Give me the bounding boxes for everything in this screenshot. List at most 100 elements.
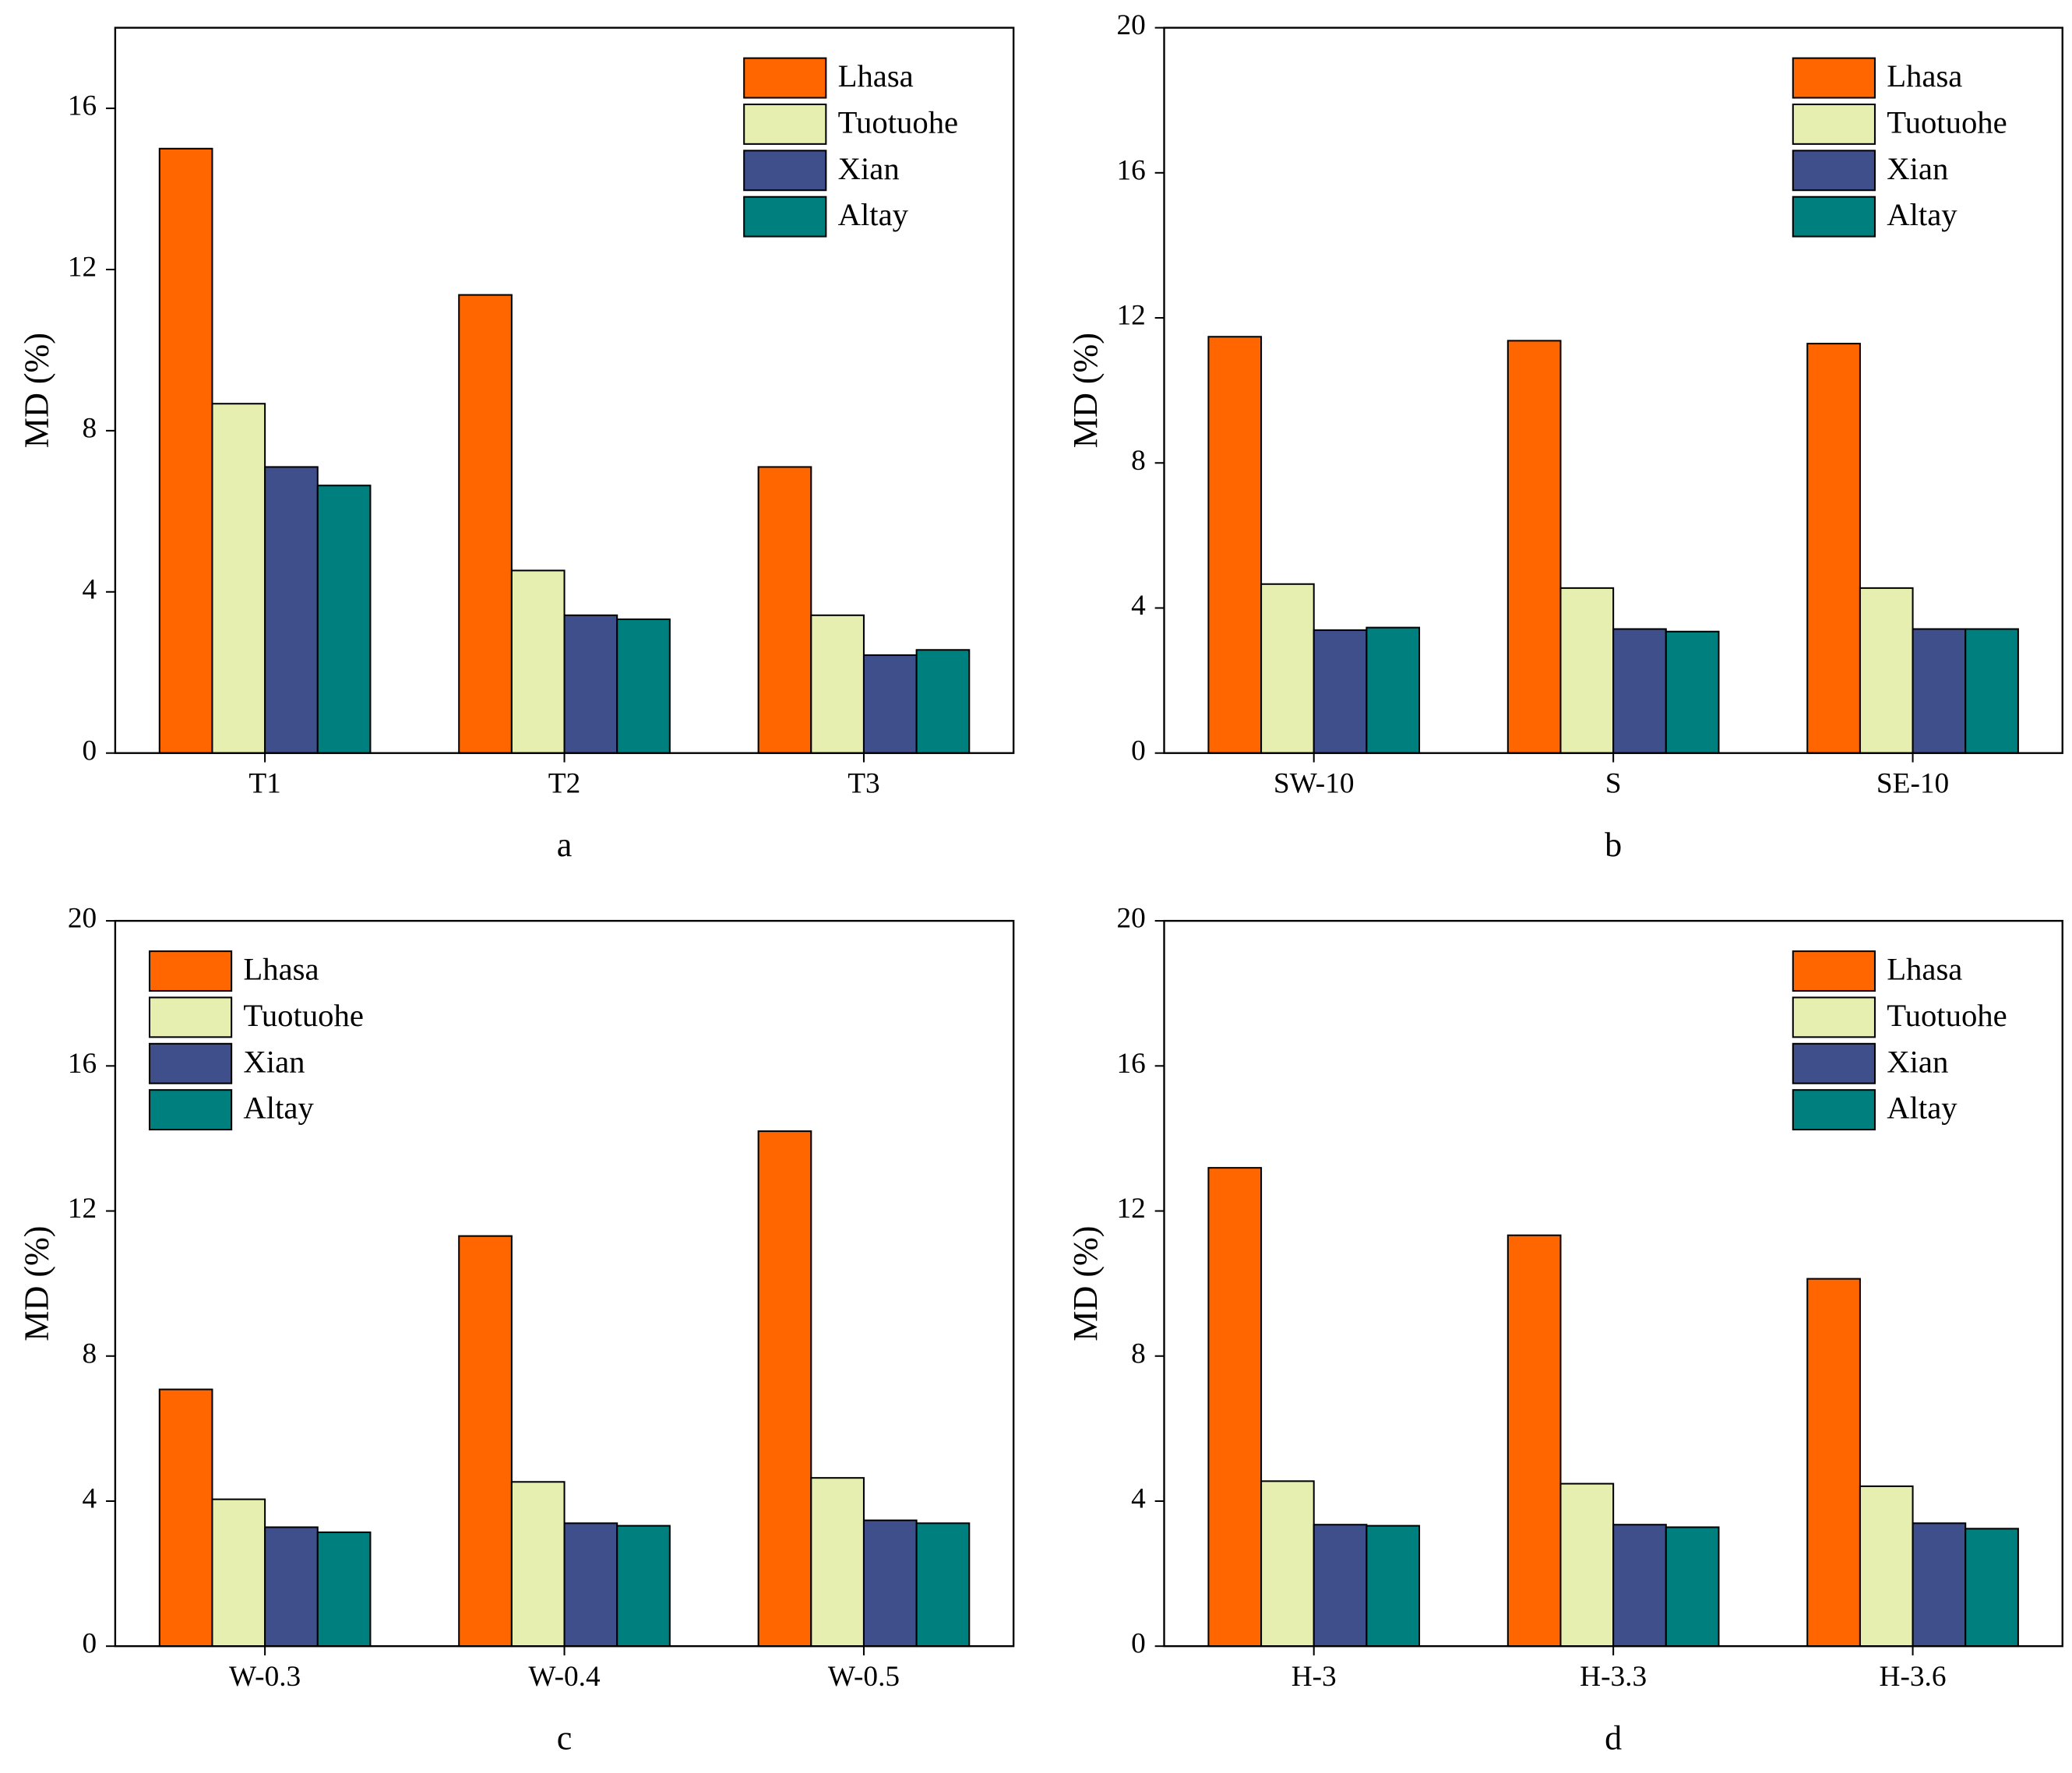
bar [458,294,513,754]
bar [211,1498,266,1648]
bar [1806,1278,1861,1648]
y-tick-label: 16 [1116,1048,1145,1080]
bar [1665,1526,1720,1648]
x-tick-label: W-0.5 [828,1661,900,1693]
y-tick-label: 8 [1131,445,1146,477]
panel-caption: d [1605,1718,1622,1757]
legend-swatch [1792,103,1876,145]
bar [211,403,266,754]
legend-label: Lhasa [1887,952,1962,987]
bar [1559,1482,1615,1648]
bar [1859,1485,1914,1648]
bar [563,1522,618,1648]
legend-swatch [1792,196,1876,238]
bar [158,1388,213,1648]
legend-label: Xian [1887,151,1948,186]
y-axis-label: MD (%) [17,333,55,448]
bar [757,466,812,754]
bar [862,654,918,754]
y-tick-label: 8 [1131,1338,1146,1369]
bar [915,649,971,754]
legend-swatch [1792,1042,1876,1084]
panel-caption: b [1605,826,1622,864]
legend-label: Altay [1887,197,1957,232]
bar [810,614,865,754]
y-axis-label: MD (%) [1066,333,1105,448]
x-tick-label: T3 [847,768,879,800]
y-tick-label: 4 [83,573,97,605]
y-tick-label: 4 [1131,1483,1146,1515]
y-tick-label: 0 [1131,1628,1146,1660]
bar [616,1524,671,1648]
bar [1612,1524,1667,1648]
bar [1260,583,1315,754]
y-tick-label: 0 [83,735,97,767]
legend-swatch [148,1089,233,1131]
legend-label: Altay [1887,1091,1957,1126]
x-tick-label: SW-10 [1274,768,1355,800]
y-tick-label: 16 [68,1048,97,1080]
bar [1665,630,1720,754]
bar [316,485,372,754]
plot-frame [114,919,1015,1648]
legend-swatch [1792,57,1876,99]
legend-swatch [1792,150,1876,192]
bar [1965,1528,2019,1648]
legend-label: Tuotuohe [243,998,364,1033]
bar [1313,1524,1368,1648]
bar [1965,628,2019,754]
bar [757,1130,812,1648]
legend-label: Altay [243,1091,314,1126]
legend-label: Xian [1887,1044,1948,1079]
bar [1859,587,1914,754]
y-tick-label: 12 [68,252,97,284]
bar [1806,343,1861,754]
y-tick-label: 8 [83,412,97,444]
y-tick-label: 20 [1116,903,1145,935]
legend-label: Lhasa [838,58,914,93]
bar [1207,336,1263,754]
bar [1612,628,1667,754]
legend-swatch [743,57,827,99]
bar [1912,628,1967,754]
legend-label: Altay [838,197,909,232]
bar [563,614,618,754]
bar [510,569,566,754]
x-tick-label: H-3.3 [1580,1661,1647,1693]
y-tick-label: 0 [83,1628,97,1660]
y-tick-label: 12 [1116,1193,1145,1225]
bar [1506,1234,1562,1648]
bar [1365,1524,1421,1648]
y-tick-label: 0 [1131,735,1146,767]
legend-label: Tuotuohe [1887,104,2007,139]
bar [158,147,213,754]
bar [264,1526,319,1648]
bar [862,1519,918,1648]
y-tick-label: 12 [1116,300,1145,332]
bar [1207,1167,1263,1648]
legend-swatch [1792,996,1876,1038]
y-tick-label: 8 [83,1338,97,1369]
panel-caption: a [557,826,573,864]
legend-label: Xian [243,1044,305,1079]
legend-label: Xian [838,151,900,186]
bar [616,618,671,754]
y-axis-label: MD (%) [17,1226,55,1341]
bar [1313,629,1368,754]
bar [316,1531,372,1648]
y-tick-label: 20 [68,903,97,935]
y-tick-label: 4 [83,1483,97,1515]
plot-frame [1163,919,2063,1648]
legend-label: Tuotuohe [838,104,959,139]
x-tick-label: SE-10 [1876,768,1949,800]
panel-caption: c [557,1718,573,1757]
bar [510,1481,566,1648]
x-tick-label: S [1605,768,1622,800]
bar [1260,1480,1315,1648]
bar [915,1522,971,1648]
bar [1365,626,1421,754]
legend-label: Lhasa [1887,58,1962,93]
legend-swatch [148,950,233,992]
x-tick-label: T2 [548,768,580,800]
